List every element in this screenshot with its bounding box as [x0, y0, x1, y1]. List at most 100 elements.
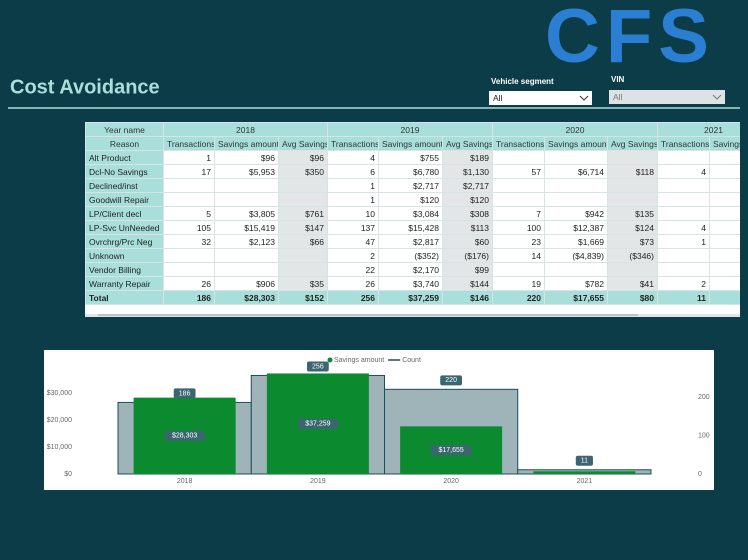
dropdown[interactable] — [489, 91, 592, 105]
table-cell: $761 — [278, 206, 328, 221]
table-cell — [607, 262, 658, 277]
table-cell: $2,170 — [378, 262, 443, 277]
table-cell: Year name — [85, 122, 164, 137]
table-cell: $80 — [607, 290, 658, 305]
table-cell: $3,805 — [214, 206, 279, 221]
header-row: Year name 2018 2019 2020 2021 — [85, 122, 740, 137]
table-cell — [708, 290, 740, 305]
table-cell: 6 — [327, 164, 379, 179]
table-cell: $5,953 — [214, 164, 279, 179]
filter-label: VIN — [611, 75, 625, 84]
table-cell: 186 — [163, 290, 215, 305]
table-cell: 105 — [163, 220, 215, 235]
bar — [533, 471, 636, 474]
table-cell: $28,303 — [214, 290, 279, 305]
table-cell: Warranty Repair — [85, 276, 164, 291]
table-cell — [492, 178, 545, 193]
table-row: Vendor Billing 22 $2,170 $99 — [85, 262, 740, 277]
y2-tick-label: 100 — [698, 432, 710, 439]
table-cell — [278, 178, 328, 193]
table-row: Warranty Repair 26 $906 $35 26 $3,740 $144 19 $7… — [85, 276, 740, 291]
y-tick-label: $0 — [64, 471, 72, 478]
table-cell: $96 — [278, 150, 328, 165]
table-cell: Savings amount — [708, 136, 740, 151]
table-cell: 2 — [657, 276, 710, 291]
table-cell: $99 — [442, 262, 493, 277]
table-cell: ($346) — [607, 248, 658, 263]
table-cell: $1,130 — [442, 164, 493, 179]
table-cell: 10 — [327, 206, 379, 221]
table-cell: $942 — [544, 206, 608, 221]
table-cell: $135 — [607, 206, 658, 221]
y-tick-label: $10,000 — [47, 444, 72, 451]
table-cell: ($4,839) — [544, 248, 608, 263]
table-cell: LP/Client decl — [85, 206, 164, 221]
table-cell — [708, 248, 740, 263]
table-cell: $6,714 — [544, 164, 608, 179]
x-tick-label: 2018 — [177, 478, 193, 485]
table-cell: $2,817 — [378, 234, 443, 249]
table-cell — [607, 150, 658, 165]
table-cell: 14 — [492, 248, 545, 263]
table-cell: $189 — [442, 150, 493, 165]
table-cell: $6,780 — [378, 164, 443, 179]
data-label: $17,655 — [438, 447, 463, 454]
table-cell: $3,740 — [378, 276, 443, 291]
table-cell — [657, 150, 710, 165]
data-label-box — [164, 430, 205, 441]
scroll-thumb[interactable] — [98, 312, 638, 316]
table-cell: 1 — [327, 178, 379, 193]
table-cell: Avg Savings — [442, 136, 493, 151]
table-cell: 7 — [492, 206, 545, 221]
logo: CFS — [545, 0, 715, 79]
table-cell: $350 — [278, 164, 328, 179]
table-cell — [708, 234, 740, 249]
table-cell — [708, 276, 740, 291]
table-cell — [163, 178, 215, 193]
table-cell: 2021 — [656, 122, 740, 137]
table: Year name 2018 2019 2020 2021 Reason Transacti… — [85, 122, 740, 305]
data-label: 186 — [179, 390, 191, 397]
table-container: Year name 2018 2019 2020 2021 Reason Transacti… — [85, 122, 740, 314]
table-cell — [214, 192, 279, 207]
table-cell — [708, 262, 740, 277]
table-cell — [657, 192, 710, 207]
table-cell — [708, 164, 740, 179]
table-cell: $782 — [544, 276, 608, 291]
legend-swatch — [327, 357, 333, 363]
table-cell: Total — [85, 290, 164, 305]
table-cell — [657, 248, 710, 263]
table-row: Ovrchrg/Prc Neg 32 $2,123 $66 47 $2,817 $60 23 $… — [85, 234, 740, 249]
table-cell: Transactions — [327, 136, 379, 151]
table-cell: ($176) — [442, 248, 493, 263]
data-label-box — [306, 361, 329, 372]
table-cell — [607, 192, 658, 207]
table-cell: 23 — [492, 234, 545, 249]
data-label-box — [575, 455, 593, 466]
table-cell — [657, 262, 710, 277]
table-cell: $35 — [278, 276, 328, 291]
table-cell: $2,717 — [442, 178, 493, 193]
table-cell: Savings amount — [214, 136, 279, 151]
table-cell: 47 — [327, 234, 379, 249]
table-cell: $147 — [278, 220, 328, 235]
table-cell: $66 — [278, 234, 328, 249]
table-cell: $3,084 — [378, 206, 443, 221]
table-cell — [214, 178, 279, 193]
table-cell: 5 — [163, 206, 215, 221]
table-cell: $2,123 — [214, 234, 279, 249]
table-cell — [492, 262, 545, 277]
legend-label: Count — [402, 357, 421, 364]
table-cell: $755 — [378, 150, 443, 165]
data-label: $37,259 — [305, 421, 330, 428]
table-cell — [607, 178, 658, 193]
table-cell: 32 — [163, 234, 215, 249]
legend-label: Savings amount — [334, 357, 384, 364]
dropdown[interactable] — [609, 90, 725, 104]
table-cell: $17,655 — [544, 290, 608, 305]
y-tick-label: $20,000 — [47, 417, 72, 424]
table-cell: Vendor Billing — [85, 262, 164, 277]
table-cell: $113 — [442, 220, 493, 235]
table-cell — [163, 262, 215, 277]
